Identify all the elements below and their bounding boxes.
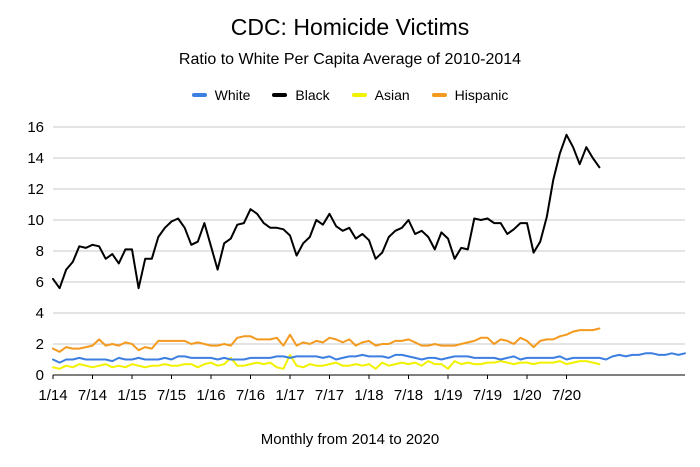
legend-swatch-hispanic (431, 93, 447, 97)
y-tick-label-2: 2 (36, 336, 44, 353)
x-tick-label-7: 7/17 (315, 387, 344, 404)
x-tick-label-9: 7/18 (394, 387, 423, 404)
series-line-white (52, 352, 686, 364)
x-tick-label-1: 7/14 (78, 387, 107, 404)
x-tick-label-8: 1/18 (354, 387, 383, 404)
legend-item-white: White (191, 87, 251, 103)
x-tick-label-4: 1/16 (196, 387, 225, 404)
y-tick-label-12: 12 (27, 181, 44, 198)
x-tick-label-0: 1/14 (38, 387, 67, 404)
chart-title: CDC: Homicide Victims (230, 14, 470, 40)
y-tick-label-6: 6 (36, 274, 44, 291)
x-tick-label-5: 7/16 (236, 387, 265, 404)
legend-item-black: Black (272, 87, 330, 103)
y-tick-label-16: 16 (27, 119, 44, 136)
y-tick-label-10: 10 (27, 212, 44, 229)
legend: White Black Asian Hispanic (0, 87, 700, 103)
series-line-black (52, 133, 601, 290)
legend-swatch-white (191, 93, 207, 97)
legend-swatch-black (272, 93, 288, 97)
chart-subtitle: Ratio to White Per Capita Average of 201… (178, 51, 522, 68)
x-tick-label-3: 7/15 (157, 387, 186, 404)
legend-label-asian: Asian (374, 87, 410, 103)
x-tick-label-6: 1/17 (275, 387, 304, 404)
y-tick-label-14: 14 (27, 150, 44, 167)
x-tick-label-2: 1/15 (117, 387, 146, 404)
y-tick-label-8: 8 (36, 243, 44, 260)
x-tick-label-12: 1/20 (512, 387, 541, 404)
legend-item-asian: Asian (351, 87, 410, 103)
x-tick-label-11: 7/19 (473, 387, 502, 404)
legend-label-white: White (214, 87, 251, 103)
series-line-hispanic (52, 327, 601, 353)
legend-swatch-asian (351, 93, 367, 97)
legend-label-hispanic: Hispanic (454, 87, 509, 103)
legend-item-hispanic: Hispanic (431, 87, 509, 103)
x-axis-label: Monthly from 2014 to 2020 (260, 431, 440, 448)
legend-label-black: Black (295, 87, 330, 103)
x-tick-label-10: 1/19 (433, 387, 462, 404)
x-tick-label-13: 7/20 (552, 387, 581, 404)
y-tick-label-0: 0 (36, 367, 44, 384)
series-line-asian (52, 353, 601, 370)
y-tick-label-4: 4 (36, 305, 44, 322)
